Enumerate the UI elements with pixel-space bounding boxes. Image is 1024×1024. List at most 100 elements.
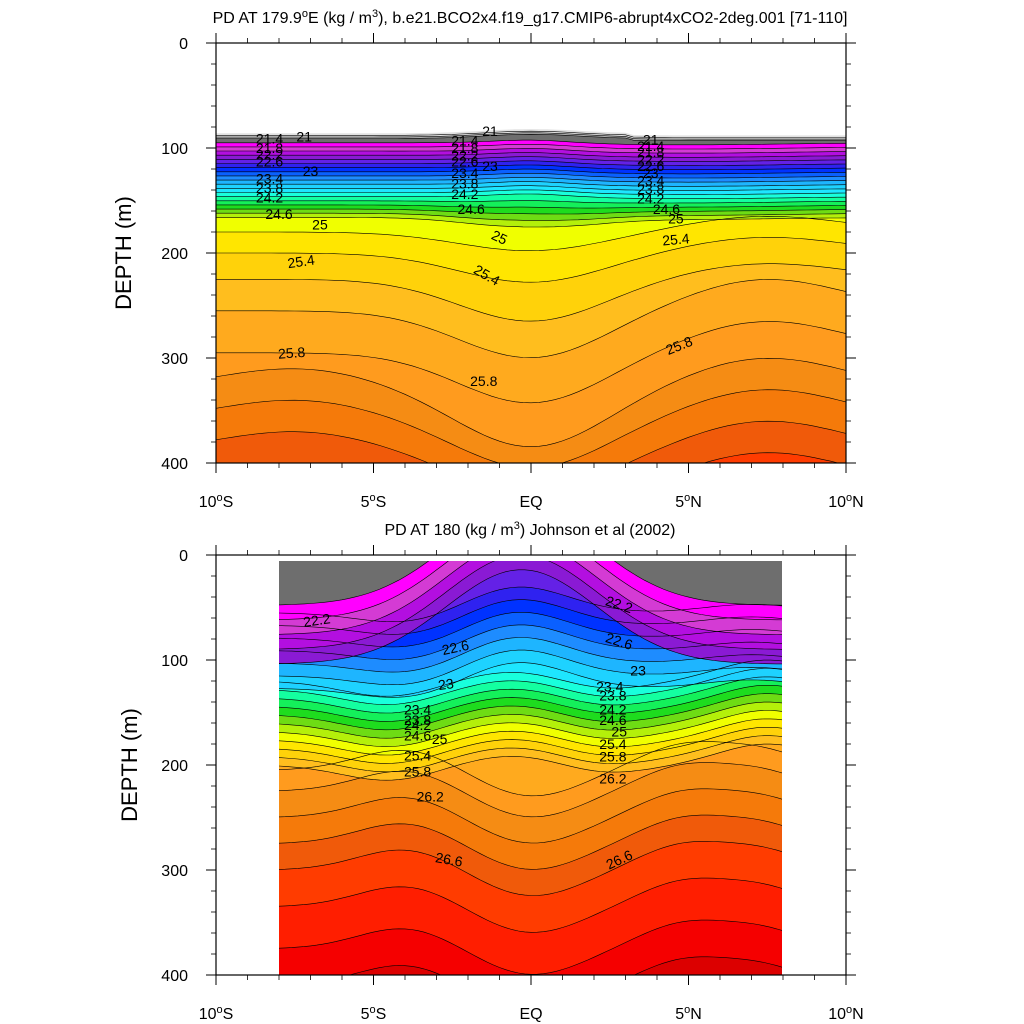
contour-line <box>279 841 782 896</box>
x-tick-label: EQ <box>519 494 542 511</box>
contour-line <box>279 919 782 975</box>
contour-label: 22.2 <box>256 146 283 162</box>
contour-line <box>216 357 846 448</box>
contour-line <box>279 624 782 660</box>
x-tick-label: 5oS <box>361 492 387 511</box>
contour-label: 23.4 <box>256 170 283 186</box>
contour-label: 24.2 <box>637 190 664 206</box>
contour-label: 24.6 <box>265 206 292 222</box>
contour-label: 25.4 <box>286 252 315 272</box>
contour-label: 22.6 <box>451 154 478 170</box>
contour-label: 24.6 <box>653 201 680 217</box>
contour-label: 25 <box>668 210 684 226</box>
x-tick-label: 5oN <box>675 1004 702 1023</box>
panel-top-ylabel: DEPTH (m) <box>111 196 136 310</box>
y-tick-label: 400 <box>161 456 188 473</box>
contour-line <box>216 168 846 175</box>
contour-label: 22.2 <box>637 152 664 168</box>
contour-label: 22.6 <box>637 158 664 174</box>
contour-line <box>216 215 846 251</box>
contour-label: 25.8 <box>599 749 626 765</box>
contour-label: 26.6 <box>434 849 464 870</box>
contour-label: 25.4 <box>599 736 626 752</box>
contour-label: 25 <box>312 217 328 233</box>
contour-line <box>216 177 846 183</box>
contour-line <box>279 710 782 747</box>
panel-bottom-title: PD AT 180 (kg / m3) Johnson et al (2002) <box>384 520 675 539</box>
x-tick-label: 10oN <box>828 1004 863 1023</box>
contour-label: 21 <box>482 123 498 139</box>
contour-line <box>279 693 782 731</box>
contour-label: 23 <box>437 675 455 693</box>
contour-line <box>279 676 782 714</box>
y-tick-label: 200 <box>161 758 188 775</box>
contour-label: 25.4 <box>662 230 691 248</box>
contour-line <box>279 569 782 665</box>
contour-line <box>279 762 782 818</box>
contour-line <box>216 160 846 166</box>
contour-label: 23 <box>303 163 319 179</box>
contour-line <box>279 659 782 697</box>
contour-line <box>279 561 782 606</box>
contour-label: 23 <box>482 158 498 174</box>
x-tick-label: 10oS <box>199 1004 234 1023</box>
contour-label: 23.4 <box>637 173 664 189</box>
contour-line <box>279 561 782 635</box>
contour-line <box>284 452 840 463</box>
contour-label: 21.8 <box>637 144 664 160</box>
contour-label: 21 <box>643 132 659 148</box>
contour-label: 25.8 <box>277 344 306 362</box>
contour-line <box>348 956 782 975</box>
contour-label: 23.4 <box>451 165 478 181</box>
contour-line <box>216 200 846 204</box>
contour-line <box>279 718 782 756</box>
contour-line <box>216 208 846 215</box>
contour-line <box>216 204 846 209</box>
contour-line <box>216 139 846 146</box>
contour-line <box>279 877 782 933</box>
contour-label: 22.6 <box>256 154 283 170</box>
contour-line <box>216 217 846 228</box>
surface-blank-area <box>216 43 846 136</box>
contour-label: 25 <box>611 723 627 739</box>
contour-label: 24.6 <box>404 728 431 744</box>
y-tick-label: 300 <box>161 351 188 368</box>
contour-line <box>216 189 846 195</box>
contour-label: 25.4 <box>404 748 431 764</box>
contour-line <box>279 612 782 648</box>
contour-label: 23.4 <box>596 678 623 694</box>
panel-bottom: PD AT 180 (kg / m3) Johnson et al (2002)… <box>117 520 864 1023</box>
contour-label: 22.2 <box>451 147 478 163</box>
y-tick-label: 300 <box>161 863 188 880</box>
x-tick-label: 10oN <box>828 492 863 511</box>
panel-bottom-ylabel: DEPTH (m) <box>117 708 142 822</box>
contour-line <box>216 173 846 179</box>
contour-label: 25.8 <box>404 763 431 779</box>
contour-line <box>216 133 846 141</box>
contour-label: 21.8 <box>451 140 478 156</box>
contour-line <box>216 181 846 187</box>
contour-line <box>216 148 846 154</box>
contour-line <box>216 130 846 138</box>
contour-label: 23 <box>630 663 646 679</box>
contour-line <box>279 701 782 739</box>
panel-bottom-ticks: 0 100 200 300 400 10oS 5oS EQ 5oN 10oN <box>161 545 864 1023</box>
contour-line <box>279 741 782 797</box>
contour-label: 26.2 <box>599 771 626 787</box>
contour-line <box>279 637 782 673</box>
contour-label: 24.6 <box>458 201 485 217</box>
x-tick-label: 10oS <box>199 492 234 511</box>
contour-line <box>279 599 782 635</box>
contour-label: 23.8 <box>256 180 283 196</box>
contour-label: 21 <box>296 128 312 144</box>
contour-line <box>279 586 782 623</box>
contour-line <box>279 788 782 844</box>
contour-line <box>216 144 846 150</box>
contour-line <box>279 662 782 698</box>
contour-line <box>216 185 846 191</box>
panel-top-title: PD AT 179.9oE (kg / m3), b.e21.BCO2x4.f1… <box>213 8 848 27</box>
contour-label: 23.8 <box>451 176 478 192</box>
contour-label: 23.8 <box>404 712 431 728</box>
contour-line <box>279 685 782 722</box>
